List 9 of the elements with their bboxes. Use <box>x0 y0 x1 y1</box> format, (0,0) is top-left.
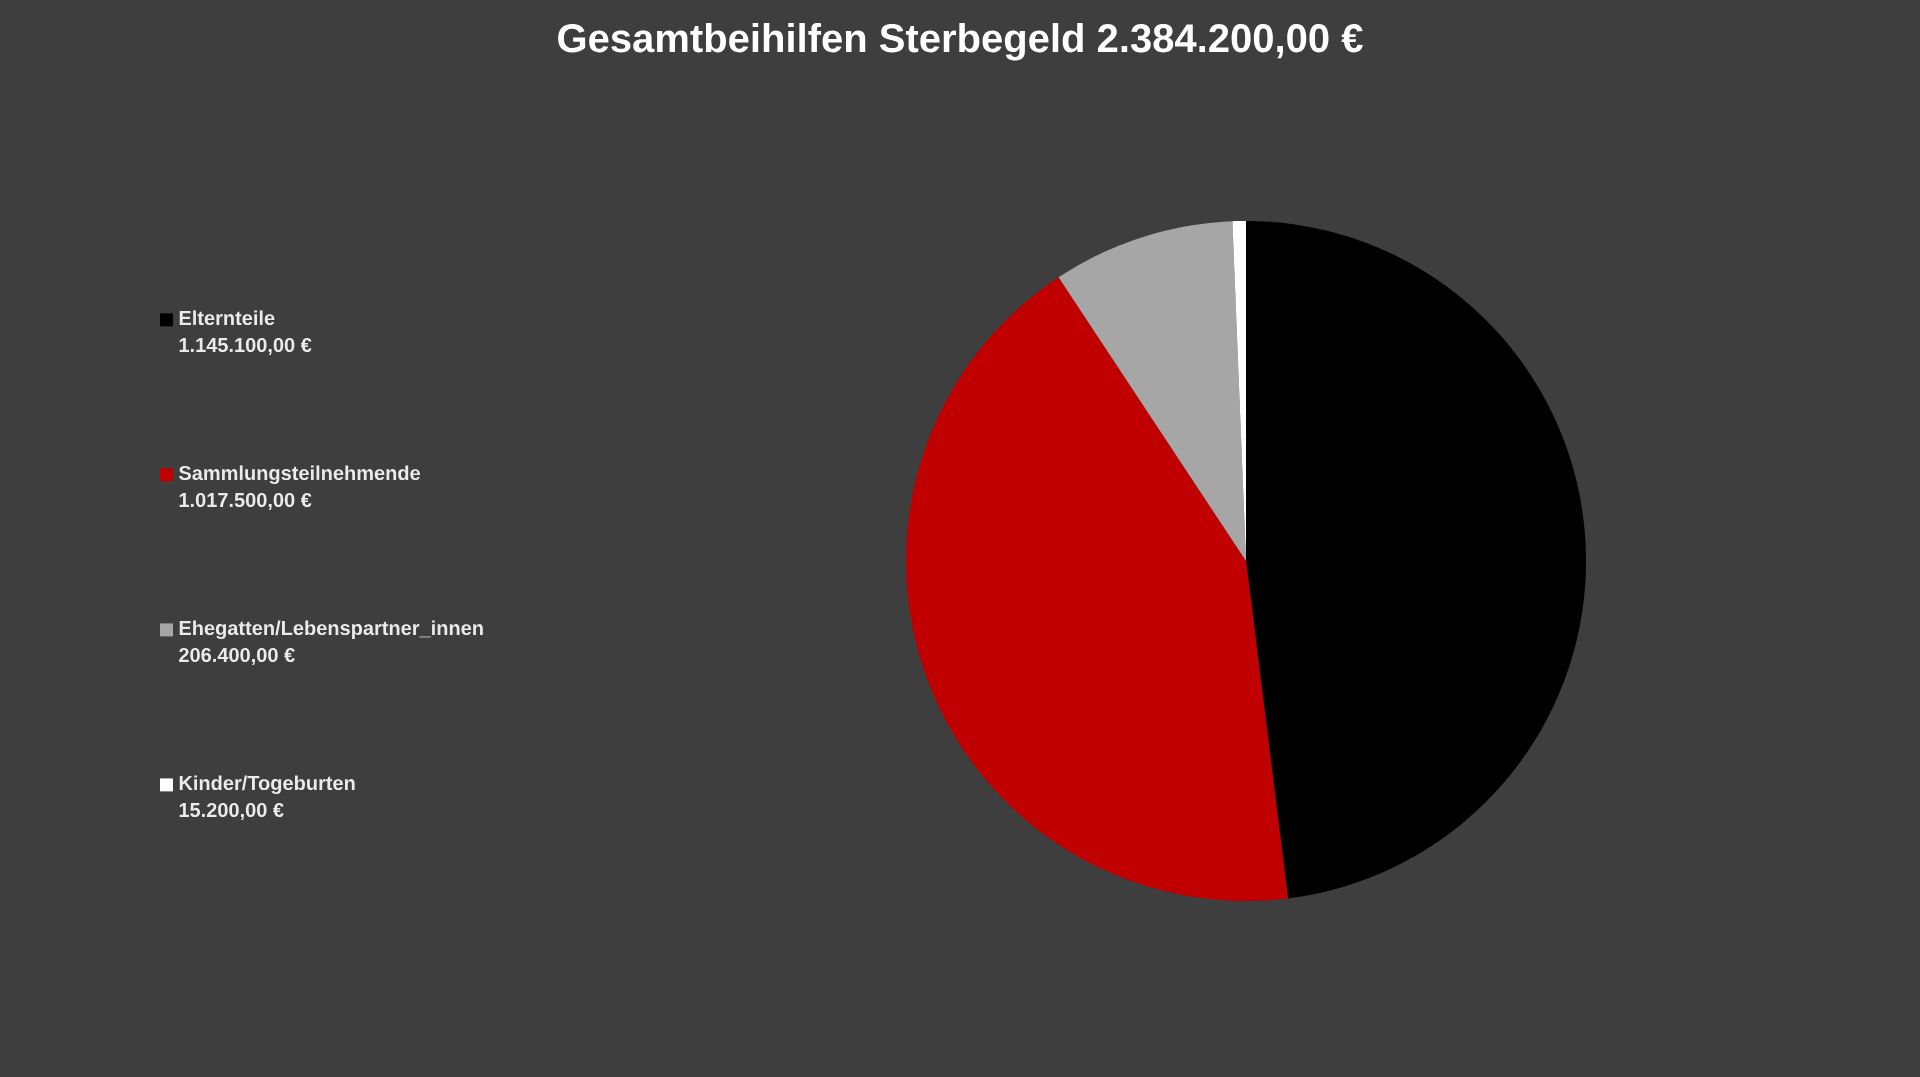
legend-label: Sammlungsteilnehmende <box>178 465 421 485</box>
legend-label: Elternteile <box>179 310 275 326</box>
data-label: 206.400,00 € <box>179 647 295 665</box>
legend-label: Kinder/Togeburten <box>179 775 355 795</box>
data-label: 15.200,00 € <box>179 802 284 820</box>
data-label: 1.017.500,00 € <box>179 492 312 510</box>
legend-label: Ehegatten/Lebenspartner_innen <box>179 620 483 640</box>
data-label: 1.145.100,00 € <box>179 337 312 355</box>
chart-title: Gesamtbeihilfen Sterbegeld 2.384.200,00 € <box>558 23 1363 61</box>
